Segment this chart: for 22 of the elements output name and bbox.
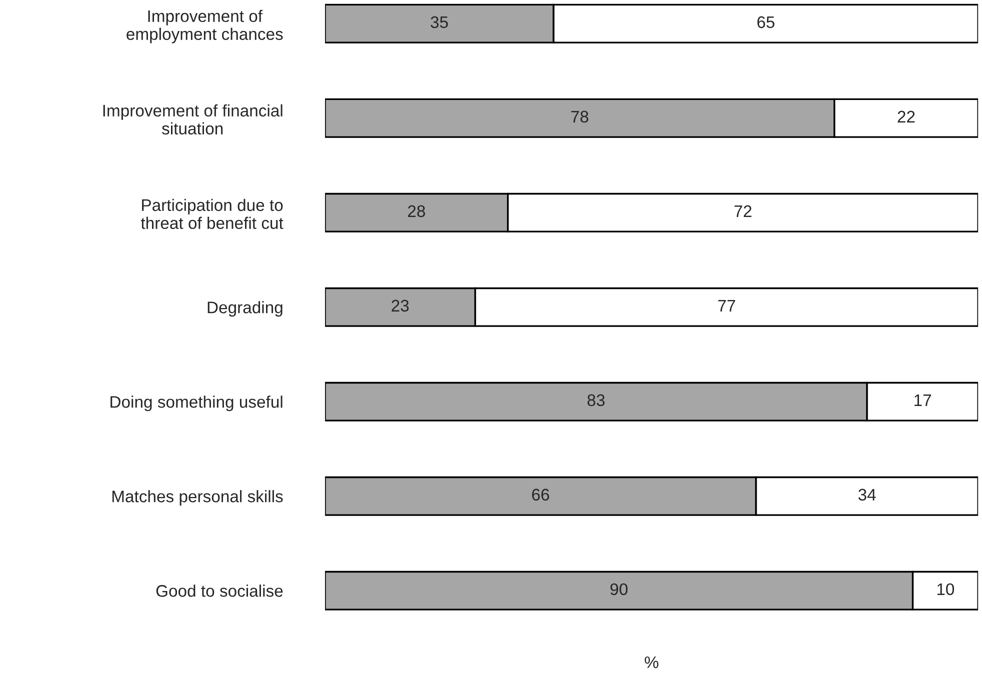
y-tick-label: Participation due to threat of benefit cut xyxy=(140,198,284,230)
data-label: 23 xyxy=(392,300,409,312)
data-label: 17 xyxy=(914,394,931,406)
y-tick-label: Matches personal skills xyxy=(112,490,283,506)
y-tick-label: Degrading xyxy=(208,301,282,317)
data-label: 77 xyxy=(718,300,736,312)
data-label: 10 xyxy=(937,583,954,596)
y-tick-label: Improvement of financial situation xyxy=(103,104,282,135)
y-tick-label: Doing something useful xyxy=(110,396,282,412)
y-tick-label: Improvement of employment chances xyxy=(126,10,283,44)
data-label: 83 xyxy=(588,394,605,406)
data-label: 22 xyxy=(898,110,915,122)
data-label: 35 xyxy=(430,16,448,28)
data-label: 72 xyxy=(734,205,752,217)
y-tick-label: Good to socialise xyxy=(156,584,283,597)
data-label: 78 xyxy=(571,110,588,123)
x-axis-title: % xyxy=(644,656,658,668)
data-label: 34 xyxy=(858,488,876,501)
data-label: 28 xyxy=(408,205,426,218)
data-label: 66 xyxy=(532,488,550,501)
data-label: 65 xyxy=(757,16,774,28)
data-label: 90 xyxy=(610,583,628,596)
